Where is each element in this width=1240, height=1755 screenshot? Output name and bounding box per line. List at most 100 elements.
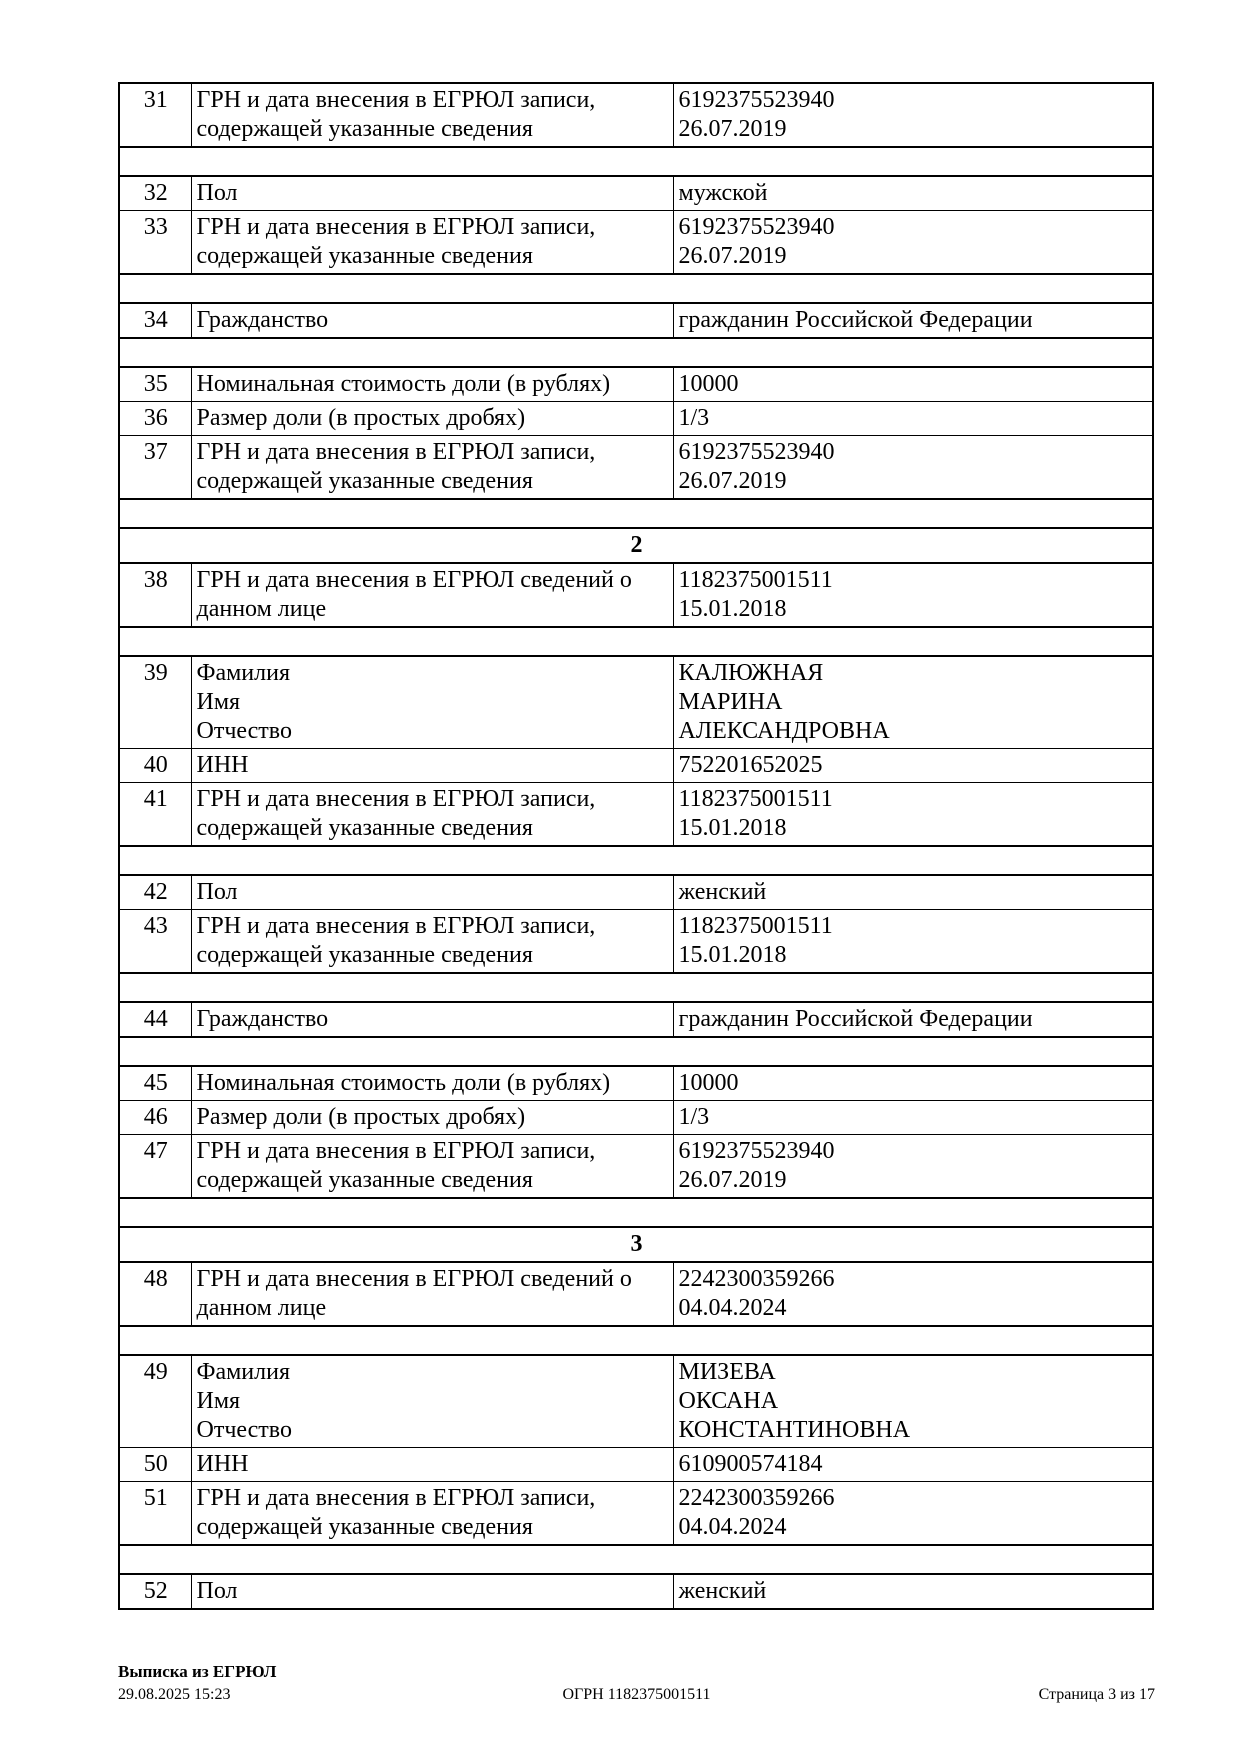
table-row: 31 ГРН и дата внесения в ЕГРЮЛ записи, сод… xyxy=(118,82,1154,148)
cell-line: 15.01.2018 xyxy=(678,596,787,622)
row-number-cell: 52 xyxy=(118,1573,192,1610)
spacer-row xyxy=(118,1197,1154,1228)
row-value-cell: 10000 xyxy=(672,366,1154,402)
row-value-cell: мужской xyxy=(672,175,1154,211)
cell-line: 10000 xyxy=(678,371,739,397)
cell-line: содержащей указанные сведения xyxy=(196,1514,533,1540)
table-row: 46 Размер доли (в простых дробях) 1/3 xyxy=(118,1100,1154,1135)
cell-line: КОНСТАНТИНОВНА xyxy=(678,1417,911,1443)
cell-line: АЛЕКСАНДРОВНА xyxy=(678,718,890,744)
spacer-cell xyxy=(118,845,1154,876)
cell-line: содержащей указанные сведения xyxy=(196,942,533,968)
spacer-row xyxy=(118,626,1154,657)
cell-line: ИНН xyxy=(196,752,249,778)
row-number-cell: 44 xyxy=(118,1001,192,1038)
row-label-cell: ГРН и дата внесения в ЕГРЮЛ записи, содер… xyxy=(190,1134,674,1199)
cell-line: Фамилия xyxy=(196,660,291,686)
cell-line: ИНН xyxy=(196,1451,249,1477)
footer-ogrn: ОГРН 1182375001511 xyxy=(562,1686,711,1703)
spacer-cell xyxy=(118,146,1154,177)
table-row: 42 Пол женский xyxy=(118,874,1154,910)
cell-line: ГРН и дата внесения в ЕГРЮЛ сведений о xyxy=(196,567,632,593)
row-label-cell: Гражданство xyxy=(190,302,674,339)
cell-line: ГРН и дата внесения в ЕГРЮЛ записи, xyxy=(196,1138,596,1164)
spacer-row xyxy=(118,273,1154,304)
table-row: 43 ГРН и дата внесения в ЕГРЮЛ записи, сод… xyxy=(118,909,1154,974)
row-label-cell: Размер доли (в простых дробях) xyxy=(190,401,674,436)
cell-line: 04.04.2024 xyxy=(678,1295,787,1321)
spacer-cell xyxy=(118,1325,1154,1356)
table-row: 47 ГРН и дата внесения в ЕГРЮЛ записи, сод… xyxy=(118,1134,1154,1199)
row-label-cell: ИНН xyxy=(190,748,674,783)
spacer-row xyxy=(118,1325,1154,1356)
row-value-cell: 1182375001511 15.01.2018 xyxy=(672,909,1154,974)
table-row: 50 ИНН 610900574184 xyxy=(118,1447,1154,1482)
table-row: 32 Пол мужской xyxy=(118,175,1154,211)
row-number-cell: 46 xyxy=(118,1100,192,1135)
row-number-cell: 51 xyxy=(118,1481,192,1546)
spacer-row xyxy=(118,1544,1154,1575)
cell-line: МИЗЕВА xyxy=(678,1359,776,1385)
row-value-cell: 2242300359266 04.04.2024 xyxy=(672,1261,1154,1327)
table-row: 36 Размер доли (в простых дробях) 1/3 xyxy=(118,401,1154,436)
cell-line: Отчество xyxy=(196,718,292,744)
cell-line: 1/3 xyxy=(678,1104,710,1130)
row-label-cell: ГРН и дата внесения в ЕГРЮЛ записи, содер… xyxy=(190,435,674,500)
row-number-cell: 34 xyxy=(118,302,192,339)
cell-line: содержащей указанные сведения xyxy=(196,815,533,841)
row-value-cell: 2242300359266 04.04.2024 xyxy=(672,1481,1154,1546)
cell-line: 15.01.2018 xyxy=(678,942,787,968)
row-value-cell: женский xyxy=(672,1573,1154,1610)
row-value-cell: 6192375523940 26.07.2019 xyxy=(672,1134,1154,1199)
row-label-cell: ГРН и дата внесения в ЕГРЮЛ записи, содер… xyxy=(190,210,674,275)
cell-line: данном лице xyxy=(196,1295,327,1321)
row-number-cell: 32 xyxy=(118,175,192,211)
section-number: 2 xyxy=(118,527,1154,564)
table-row: 35 Номинальная стоимость доли (в рублях) 1… xyxy=(118,366,1154,402)
row-number-cell: 45 xyxy=(118,1065,192,1101)
row-number-cell: 50 xyxy=(118,1447,192,1482)
table-row: 38 ГРН и дата внесения в ЕГРЮЛ сведений о… xyxy=(118,562,1154,628)
cell-line: данном лице xyxy=(196,596,327,622)
cell-line: 1/3 xyxy=(678,405,710,431)
row-value-cell: 6192375523940 26.07.2019 xyxy=(672,82,1154,148)
row-label-cell: Фамилия Имя Отчество xyxy=(190,655,674,749)
section-header-row: 2 xyxy=(118,527,1154,564)
cell-line: Пол xyxy=(196,1578,238,1604)
row-label-cell: Пол xyxy=(190,1573,674,1610)
cell-line: 1182375001511 xyxy=(678,567,833,593)
spacer-row xyxy=(118,972,1154,1003)
footer-info-line: 29.08.2025 15:23 ОГРН 1182375001511 Стра… xyxy=(118,1683,1155,1706)
row-value-cell: 6192375523940 26.07.2019 xyxy=(672,210,1154,275)
row-number-cell: 49 xyxy=(118,1354,192,1448)
table-row: 44 Гражданство гражданин Российской Федера… xyxy=(118,1001,1154,1038)
cell-line: гражданин Российской Федерации xyxy=(678,1006,1033,1032)
cell-line: 2242300359266 xyxy=(678,1266,835,1292)
row-value-cell: гражданин Российской Федерации xyxy=(672,302,1154,339)
spacer-row xyxy=(118,498,1154,529)
spacer-cell xyxy=(118,972,1154,1003)
cell-line: ОКСАНА xyxy=(678,1388,779,1414)
row-number-cell: 40 xyxy=(118,748,192,783)
spacer-row xyxy=(118,1036,1154,1067)
row-number-cell: 42 xyxy=(118,874,192,910)
table-row: 41 ГРН и дата внесения в ЕГРЮЛ записи, сод… xyxy=(118,782,1154,847)
cell-line: ГРН и дата внесения в ЕГРЮЛ записи, xyxy=(196,214,596,240)
row-label-cell: ГРН и дата внесения в ЕГРЮЛ записи, содер… xyxy=(190,782,674,847)
cell-line: 752201652025 xyxy=(678,752,823,778)
row-value-cell: 1/3 xyxy=(672,1100,1154,1135)
table-row: 34 Гражданство гражданин Российской Федера… xyxy=(118,302,1154,339)
row-label-cell: ГРН и дата внесения в ЕГРЮЛ сведений о да… xyxy=(190,1261,674,1327)
cell-line: ГРН и дата внесения в ЕГРЮЛ записи, xyxy=(196,439,596,465)
cell-line: 15.01.2018 xyxy=(678,815,787,841)
cell-line: 6192375523940 xyxy=(678,214,835,240)
cell-line: КАЛЮЖНАЯ xyxy=(678,660,824,686)
row-value-cell: женский xyxy=(672,874,1154,910)
row-label-cell: ГРН и дата внесения в ЕГРЮЛ записи, содер… xyxy=(190,1481,674,1546)
spacer-row xyxy=(118,146,1154,177)
cell-line: 6192375523940 xyxy=(678,1138,835,1164)
row-value-cell: 6192375523940 26.07.2019 xyxy=(672,435,1154,500)
row-number-cell: 35 xyxy=(118,366,192,402)
row-value-cell: 10000 xyxy=(672,1065,1154,1101)
cell-line: 6192375523940 xyxy=(678,439,835,465)
